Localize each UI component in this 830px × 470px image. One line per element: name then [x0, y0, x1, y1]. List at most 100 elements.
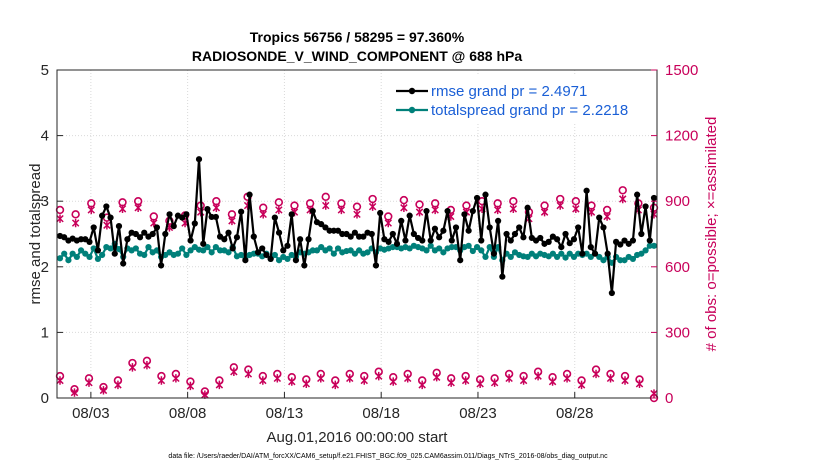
legend-box [389, 75, 653, 123]
rmse-point [436, 234, 443, 241]
obs-assimilated-peak-marker [103, 221, 111, 230]
totalspread-point [225, 249, 232, 256]
totalspread-point [82, 250, 89, 257]
rmse-point [431, 225, 439, 232]
totalspread-point [183, 251, 190, 259]
rmse-point [141, 229, 148, 236]
rmse-point [385, 238, 392, 245]
rmse-point [305, 236, 312, 243]
rmse-point [490, 250, 498, 257]
rmse-point [347, 233, 354, 240]
totalspread-point [208, 249, 215, 256]
totalspread-point [179, 245, 186, 252]
y-tick-label-right: 1200 [665, 128, 698, 145]
totalspread-point [351, 250, 358, 257]
totalspread-point [347, 247, 354, 254]
obs-assimilated-peak-marker [259, 210, 267, 219]
rmse-point [111, 250, 118, 257]
totalspread-point [554, 253, 561, 261]
rmse-point [250, 233, 257, 240]
totalspread-point [507, 253, 514, 261]
totalspread-point [65, 257, 72, 264]
obs-assimilated-trough-marker [288, 377, 296, 386]
obs-assimilated-trough-marker [85, 378, 93, 387]
y-tick-label-right: 900 [665, 193, 690, 210]
totalspread-point [596, 253, 603, 261]
obs-assimilated-trough-marker [490, 378, 499, 387]
rmse-point [469, 207, 476, 215]
rmse-point [634, 191, 641, 198]
rmse-point [516, 224, 523, 231]
totalspread-point [570, 253, 578, 261]
rmse-point [103, 203, 110, 210]
rmse-point [284, 242, 291, 249]
rmse-point [301, 262, 308, 269]
totalspread-point [482, 253, 489, 261]
totalspread-point [356, 247, 363, 254]
obs-assimilated-peak-marker [212, 203, 221, 212]
totalspread-point [600, 257, 607, 264]
totalspread-point [638, 250, 645, 257]
totalspread-point [629, 255, 637, 263]
rmse-point [136, 234, 144, 241]
rmse-point [579, 250, 586, 257]
totalspread-point [145, 244, 152, 251]
obs-assimilated-trough-marker [505, 374, 513, 383]
rmse-point [212, 213, 219, 221]
rmse-point [389, 230, 396, 238]
obs-assimilated-peak-marker [337, 205, 346, 215]
rmse-point [587, 244, 594, 251]
x-tick-label: 08/08 [169, 405, 207, 422]
obs-assimilated-trough-marker [461, 376, 470, 385]
obs-assimilated-peak-marker [619, 194, 627, 204]
rmse-point [427, 237, 434, 244]
rmse-point [221, 236, 228, 243]
obs-assimilated-trough-marker [548, 377, 557, 386]
obs-assimilated-trough-marker [389, 377, 397, 386]
obs-assimilated-trough-marker [360, 376, 368, 385]
axis-ticks: 0 1 2 3 4 5 0 300 600 900 1200 1500 08/03 08/08 08/13 0… [41, 62, 699, 422]
obs-assimilated-trough-marker [534, 371, 542, 381]
rmse-point [486, 224, 493, 231]
rmse-point [495, 217, 502, 224]
rmse-point [107, 214, 114, 221]
rmse-point [646, 237, 653, 244]
y-tick-label-left: 0 [41, 390, 49, 407]
legend: rmse grand pr = 2.4971 totalspread grand… [389, 75, 653, 123]
obs-assimilated-trough-marker [447, 378, 455, 387]
rmse-point [600, 224, 607, 231]
rmse-point [271, 214, 278, 221]
totalspread-point [187, 247, 194, 254]
rmse-point [132, 230, 139, 238]
rmse-point [465, 227, 472, 234]
x-tick-label: 08/18 [362, 405, 400, 422]
y-tick-label-left: 2 [41, 259, 49, 276]
rmse-point [499, 273, 506, 280]
rmse-point [503, 230, 510, 238]
obs-assimilated-peak-marker [556, 201, 564, 210]
obs-assimilated-trough-marker [172, 374, 180, 383]
obs-assimilated-trough-marker [519, 376, 528, 385]
totalspread-point [587, 253, 594, 261]
rmse-point [478, 237, 485, 244]
rmse-point [153, 224, 160, 231]
rmse-point [642, 203, 649, 210]
totalspread-point [284, 255, 291, 263]
obs-possible-peak-marker [368, 194, 377, 204]
rmse-point [246, 191, 253, 198]
y-tick-label-left: 5 [41, 62, 49, 79]
rmse-point [511, 230, 519, 238]
obs-possible-peak-marker [415, 200, 424, 209]
totalspread-point [69, 250, 76, 257]
obs-assimilated-trough-marker [128, 363, 137, 372]
obs-assimilated-trough-marker [302, 379, 311, 388]
rmse-point [461, 211, 468, 218]
obs-assimilated-peak-marker [400, 203, 408, 212]
totalspread-point [330, 250, 337, 257]
obs-assimilated-peak-marker [322, 201, 330, 210]
rmse-point [187, 237, 194, 244]
plot-series [55, 156, 659, 403]
obs-assimilated-trough-marker [114, 380, 122, 390]
legend-spread-marker [408, 106, 416, 114]
rmse-point [398, 217, 405, 224]
